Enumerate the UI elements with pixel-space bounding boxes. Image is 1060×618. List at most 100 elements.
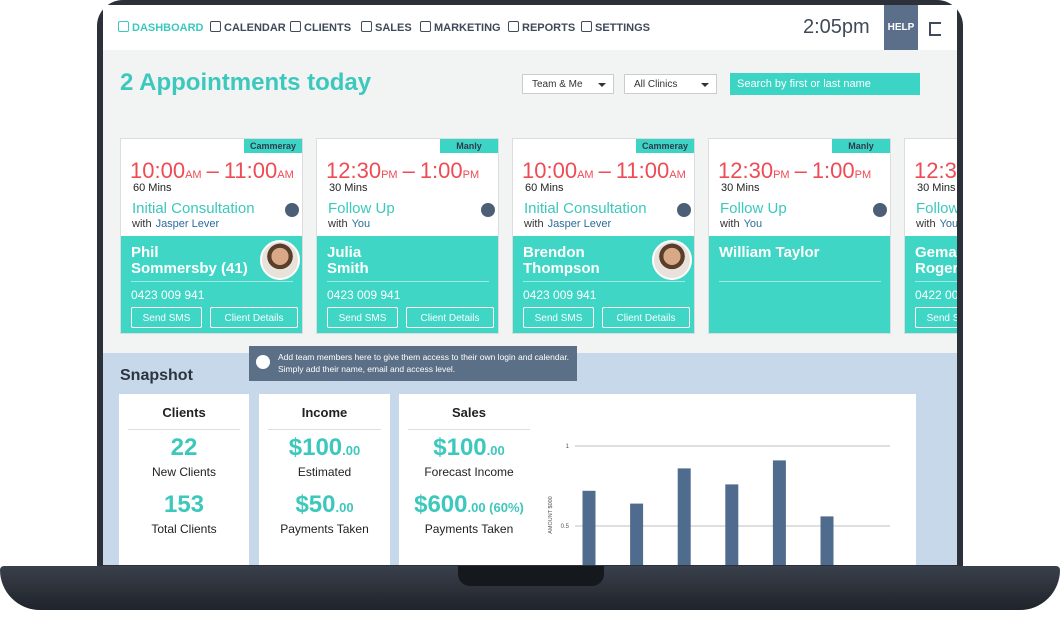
nav-label: REPORTS bbox=[522, 22, 576, 34]
page-title: 2 Appointments today bbox=[120, 69, 372, 96]
stat-label: Payments Taken bbox=[280, 522, 369, 536]
divider bbox=[719, 281, 881, 282]
start-suffix: PM bbox=[381, 169, 398, 181]
client-name-line: Phil bbox=[131, 244, 159, 261]
panel-line bbox=[268, 429, 381, 430]
screen: 2:05pm HELP DASHBOARD CALENDAR CLIENTS SALE… bbox=[103, 5, 957, 565]
team-filter[interactable]: Team & Me bbox=[522, 74, 614, 94]
nav-item[interactable]: SETTINGS bbox=[581, 21, 650, 34]
client-phone: 0422 009 941 bbox=[915, 288, 957, 302]
clock: 2:05pm bbox=[803, 16, 870, 38]
send-sms-button[interactable]: Send SMS bbox=[131, 307, 202, 328]
stat-number: $50 bbox=[295, 491, 336, 518]
nav-icon bbox=[118, 21, 129, 32]
service: Follow Up bbox=[720, 200, 787, 217]
practitioner: with You bbox=[720, 218, 762, 230]
tooltip-line: Simply add their name, email and access … bbox=[278, 364, 456, 374]
client-phone: 0423 009 941 bbox=[131, 288, 205, 302]
nav-item[interactable]: MARKETING bbox=[420, 21, 501, 34]
edit-icon[interactable] bbox=[873, 203, 887, 217]
client-avatar bbox=[652, 240, 692, 280]
search-box[interactable]: Search by first or last name bbox=[730, 73, 920, 95]
tooltip-close[interactable] bbox=[256, 355, 270, 369]
client-details-button[interactable]: Client Details bbox=[210, 307, 298, 328]
stat-label: Forecast Income bbox=[424, 465, 514, 479]
client-name-line: Brendon bbox=[523, 244, 585, 261]
with-label: with bbox=[720, 218, 740, 230]
stat-value: 22 bbox=[119, 434, 249, 462]
duration: 30 Mins bbox=[721, 182, 760, 194]
appointment-time: 10:00AM –11:00AM bbox=[130, 158, 294, 184]
nav-label: CALENDAR bbox=[224, 22, 286, 34]
client-name: Brendon Thompson bbox=[523, 245, 600, 277]
stat-value: $100.00 bbox=[259, 434, 390, 462]
edit-icon[interactable] bbox=[677, 203, 691, 217]
with-label: with bbox=[524, 218, 544, 230]
time-separator: – bbox=[402, 158, 415, 183]
sales-panel: Sales $100.00 Forecast Income $600.00 (60%)… bbox=[399, 394, 916, 565]
stat-number: $600 bbox=[414, 491, 468, 518]
send-sms-button[interactable]: Send SMS bbox=[327, 307, 398, 328]
stat-value: $100.00 bbox=[399, 434, 539, 462]
client-details-button[interactable]: Client Details bbox=[406, 307, 494, 328]
end-suffix: AM bbox=[669, 169, 686, 181]
income-panel: Income $100.00 Estimated $50.00 Payments Tak… bbox=[259, 394, 390, 565]
client-name-line: Julia bbox=[327, 244, 362, 261]
send-sms-button[interactable]: Send SMS bbox=[915, 307, 957, 328]
divider bbox=[915, 281, 957, 282]
start-time: 12:30 bbox=[326, 158, 382, 183]
appointment-card[interactable]: Cammeray 10:00AM –11:00AM 60 Mins Initial Co… bbox=[512, 138, 695, 334]
nav-label: SETTINGS bbox=[595, 22, 651, 34]
client-details-button[interactable]: Client Details bbox=[602, 307, 690, 328]
help-button[interactable]: HELP bbox=[884, 5, 918, 50]
start-time: 10:00 bbox=[130, 158, 186, 183]
with-label: with bbox=[328, 218, 348, 230]
tooltip: Add team members here to give them acces… bbox=[249, 346, 577, 381]
edit-icon[interactable] bbox=[285, 203, 299, 217]
end-time: 1:00 bbox=[811, 158, 855, 183]
start-time: 12:30 bbox=[718, 158, 774, 183]
end-time: 11:00 bbox=[615, 158, 670, 183]
nav-label: MARKETING bbox=[434, 22, 501, 34]
nav-icon bbox=[508, 21, 519, 32]
nav-item[interactable]: SALES bbox=[361, 21, 412, 34]
end-time: 1:00 bbox=[419, 158, 463, 183]
with-label: with bbox=[916, 218, 936, 230]
start-suffix: AM bbox=[577, 169, 594, 181]
client-name-line: Rogers bbox=[915, 260, 957, 277]
nav-item[interactable]: DASHBOARD bbox=[118, 21, 204, 34]
practitioner-name: You bbox=[743, 218, 763, 230]
stat-value: $600.00 (60%) bbox=[399, 491, 539, 519]
practitioner: with You bbox=[916, 218, 957, 230]
start-time: 10:00 bbox=[522, 158, 578, 183]
panel-title: Sales bbox=[452, 405, 486, 420]
practitioner-name: Jasper Lever bbox=[547, 218, 612, 230]
send-sms-button[interactable]: Send SMS bbox=[523, 307, 594, 328]
nav-item[interactable]: REPORTS bbox=[508, 21, 575, 34]
divider bbox=[327, 281, 489, 282]
practitioner: with Jasper Lever bbox=[524, 218, 611, 230]
laptop-notch bbox=[458, 566, 604, 586]
logout-icon[interactable] bbox=[929, 22, 941, 36]
edit-icon[interactable] bbox=[481, 203, 495, 217]
client-panel: Brendon Thompson 0423 009 941 Send SMS Clien… bbox=[513, 236, 694, 333]
nav-item[interactable]: CLIENTS bbox=[290, 21, 351, 34]
nav-label: SALES bbox=[375, 22, 412, 34]
sales-stats: Sales $100.00 Forecast Income $600.00 (60%)… bbox=[399, 394, 539, 565]
stat-number: 153 bbox=[163, 491, 205, 518]
client-avatar bbox=[260, 240, 300, 280]
nav-label: CLIENTS bbox=[304, 22, 352, 34]
appointment-card[interactable]: Cammeray 10:00AM –11:00AM 60 Mins Initial Co… bbox=[120, 138, 303, 334]
service: Initial Consultation bbox=[132, 200, 255, 217]
end-suffix: AM bbox=[277, 169, 294, 181]
practitioner-name: Jasper Lever bbox=[155, 218, 220, 230]
clinic-filter[interactable]: All Clinics bbox=[624, 74, 717, 94]
divider bbox=[523, 281, 685, 282]
stat-label: New Clients bbox=[151, 465, 217, 479]
nav-item[interactable]: CALENDAR bbox=[210, 21, 286, 34]
clinic-badge: Manly bbox=[440, 139, 498, 153]
